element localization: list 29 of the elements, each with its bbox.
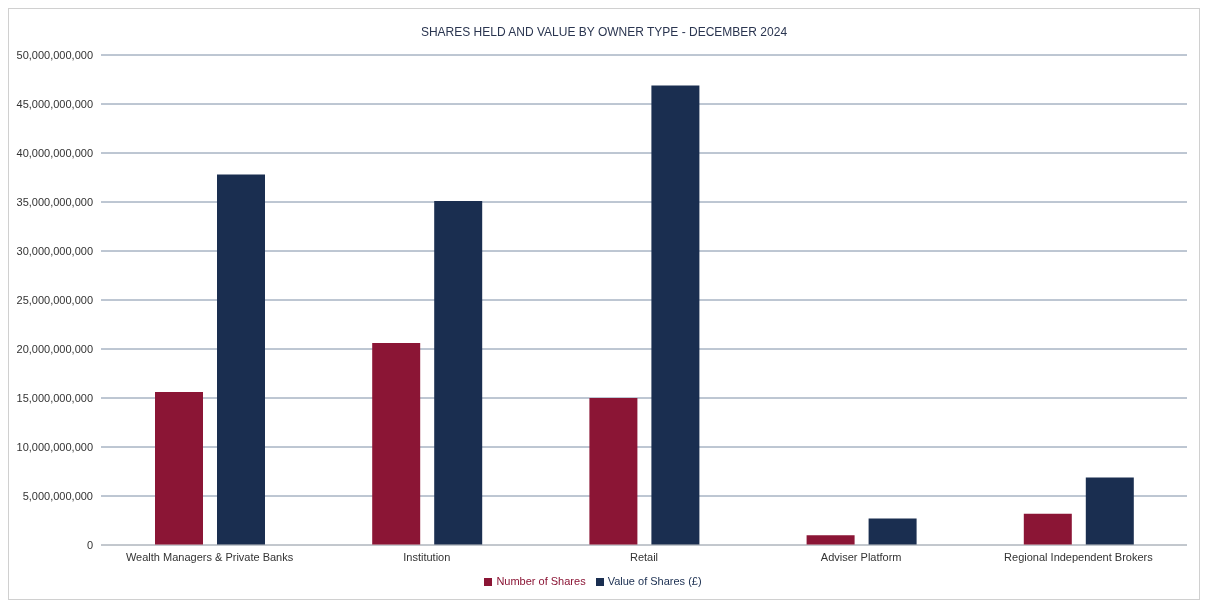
chart-title: SHARES HELD AND VALUE BY OWNER TYPE - DECEMBER 2024	[419, 24, 789, 41]
bar	[155, 392, 203, 545]
y-tick-label: 35,000,000,000	[16, 195, 93, 208]
legend-label: Value of Shares (£)	[607, 575, 702, 587]
y-tick-label: 50,000,000,000	[16, 48, 93, 61]
y-tick-label: 10,000,000,000	[16, 440, 93, 453]
x-tick-label: Retail	[629, 550, 659, 563]
y-tick-label: 5,000,000,000	[22, 489, 93, 502]
y-tick-label: 25,000,000,000	[16, 293, 93, 306]
y-tick-label: 20,000,000,000	[16, 342, 93, 355]
bar	[372, 343, 421, 545]
y-tick-label: 30,000,000,000	[16, 244, 93, 257]
x-tick-label: Adviser Platform	[820, 550, 902, 563]
x-tick-label: Regional Independent Brokers	[1004, 550, 1154, 563]
bar	[434, 201, 483, 545]
bar	[868, 518, 917, 545]
y-tick-label: 15,000,000,000	[16, 391, 93, 404]
legend-label: Number of Shares	[496, 575, 586, 587]
bar	[1085, 477, 1134, 545]
y-tick-label: 40,000,000,000	[16, 146, 93, 159]
bar	[1023, 513, 1072, 545]
y-tick-label: 0	[86, 538, 93, 551]
bar	[217, 174, 265, 545]
bar	[589, 398, 638, 545]
x-tick-label: Wealth Managers & Private Banks	[125, 550, 294, 563]
bar	[806, 535, 855, 545]
x-tick-label: Institution	[403, 550, 451, 563]
y-tick-label: 45,000,000,000	[16, 97, 93, 110]
bar	[651, 85, 700, 545]
